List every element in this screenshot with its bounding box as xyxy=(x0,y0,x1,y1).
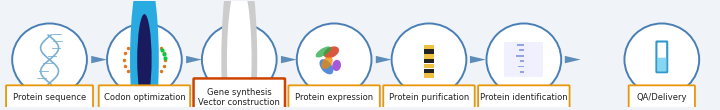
FancyBboxPatch shape xyxy=(518,66,524,67)
Ellipse shape xyxy=(130,0,159,110)
FancyBboxPatch shape xyxy=(424,69,434,73)
FancyBboxPatch shape xyxy=(520,71,524,73)
Ellipse shape xyxy=(297,23,372,96)
Polygon shape xyxy=(281,56,297,63)
FancyBboxPatch shape xyxy=(6,85,93,110)
Text: QA/Delivery: QA/Delivery xyxy=(636,93,687,102)
Ellipse shape xyxy=(392,23,467,96)
FancyBboxPatch shape xyxy=(424,45,434,49)
FancyBboxPatch shape xyxy=(504,42,544,77)
Text: Protein identification: Protein identification xyxy=(480,93,567,102)
FancyBboxPatch shape xyxy=(424,50,434,54)
Polygon shape xyxy=(564,56,580,63)
Ellipse shape xyxy=(320,59,333,74)
Ellipse shape xyxy=(202,23,276,96)
Polygon shape xyxy=(376,56,392,63)
Ellipse shape xyxy=(624,23,699,96)
Text: Gene synthesis
Vector construction: Gene synthesis Vector construction xyxy=(198,88,280,107)
Polygon shape xyxy=(91,56,107,63)
Ellipse shape xyxy=(323,46,339,58)
FancyBboxPatch shape xyxy=(194,78,285,110)
FancyBboxPatch shape xyxy=(657,41,667,72)
FancyBboxPatch shape xyxy=(519,49,524,51)
Ellipse shape xyxy=(12,23,87,96)
Polygon shape xyxy=(470,56,486,63)
FancyBboxPatch shape xyxy=(289,85,380,110)
Text: Codon optimization: Codon optimization xyxy=(104,93,185,102)
Ellipse shape xyxy=(221,0,257,110)
FancyBboxPatch shape xyxy=(99,85,190,110)
Text: Protein expression: Protein expression xyxy=(295,93,373,102)
Ellipse shape xyxy=(227,0,251,110)
FancyBboxPatch shape xyxy=(521,60,524,62)
FancyBboxPatch shape xyxy=(424,73,434,78)
Text: Protein purification: Protein purification xyxy=(389,93,469,102)
FancyBboxPatch shape xyxy=(478,85,570,110)
Polygon shape xyxy=(186,56,202,63)
FancyBboxPatch shape xyxy=(424,54,434,59)
Ellipse shape xyxy=(107,23,181,96)
FancyBboxPatch shape xyxy=(657,58,667,72)
FancyBboxPatch shape xyxy=(424,64,434,68)
FancyBboxPatch shape xyxy=(424,59,434,63)
FancyBboxPatch shape xyxy=(516,55,524,57)
FancyBboxPatch shape xyxy=(383,85,474,110)
FancyBboxPatch shape xyxy=(517,44,524,46)
Ellipse shape xyxy=(487,23,561,96)
FancyBboxPatch shape xyxy=(629,85,695,110)
Text: Protein sequence: Protein sequence xyxy=(13,93,86,102)
Ellipse shape xyxy=(332,60,341,71)
Ellipse shape xyxy=(138,14,152,105)
Ellipse shape xyxy=(321,57,333,69)
Ellipse shape xyxy=(315,46,331,57)
